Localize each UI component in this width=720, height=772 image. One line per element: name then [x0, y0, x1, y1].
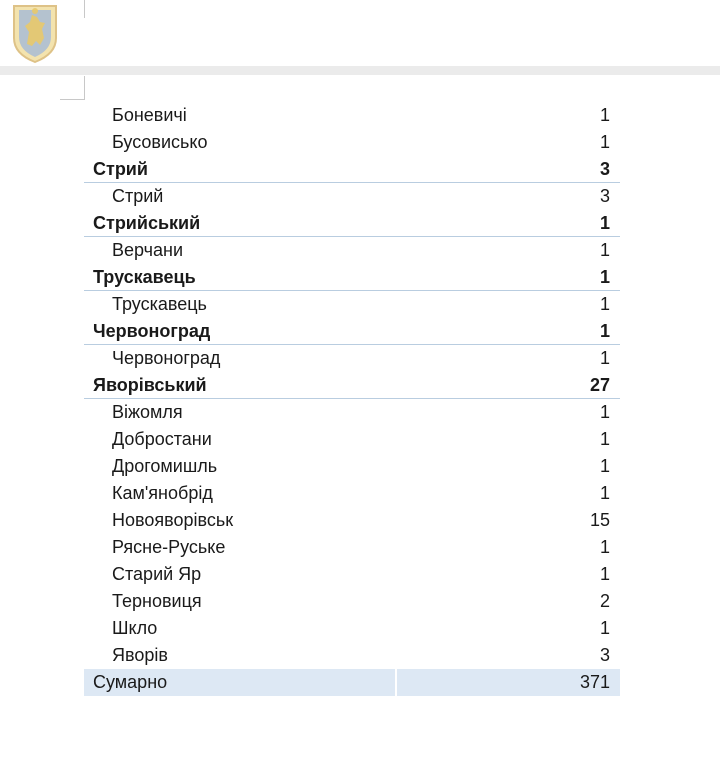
case-count: 1	[599, 564, 610, 584]
settlement-name: Добростани	[112, 429, 212, 449]
settlement-row: Червоноград 1	[84, 345, 620, 372]
settlement-row: Новояворівськ 15	[84, 507, 620, 534]
settlement-row: Шкло 1	[84, 615, 620, 642]
total-value: 371	[579, 672, 610, 692]
margin-corner-mark	[60, 99, 85, 100]
settlement-name: Рясне-Руське	[112, 537, 226, 557]
district-row: Червоноград 1	[84, 318, 620, 345]
district-row: Яворівський 27	[84, 372, 620, 399]
page-break-band	[0, 66, 720, 75]
settlement-row: Віжомля 1	[84, 399, 620, 426]
settlement-row: Верчани 1	[84, 237, 620, 264]
total-row: Сумарно 371	[84, 669, 620, 696]
district-row: Стрий 3	[84, 156, 620, 183]
case-count: 1	[599, 321, 610, 341]
settlement-name: Старий Яр	[112, 564, 202, 584]
case-count: 1	[599, 348, 610, 368]
settlement-name: Стрий	[112, 186, 164, 206]
settlement-row: Яворів 3	[84, 642, 620, 669]
case-count: 3	[599, 159, 610, 179]
settlement-row: Дрогомишль 1	[84, 453, 620, 480]
cell-divider	[395, 669, 397, 696]
case-count: 1	[599, 618, 610, 638]
settlement-name: Бусовисько	[112, 132, 208, 152]
settlement-name: Кам'янобрід	[112, 483, 213, 503]
settlement-row: Боневичі 1	[84, 102, 620, 129]
case-count: 1	[599, 537, 610, 557]
settlement-row: Кам'янобрід 1	[84, 480, 620, 507]
coat-of-arms-icon	[13, 5, 57, 64]
settlement-name: Шкло	[112, 618, 158, 638]
district-row: Трускавець 1	[84, 264, 620, 291]
settlement-row: Стрий 3	[84, 183, 620, 210]
settlement-name: Верчани	[112, 240, 184, 260]
settlement-row: Трускавець 1	[84, 291, 620, 318]
case-count: 1	[599, 213, 610, 233]
case-count: 1	[599, 456, 610, 476]
settlement-name: Яворів	[112, 645, 168, 665]
settlement-name: Боневичі	[112, 105, 187, 125]
district-name: Стрийський	[93, 213, 201, 233]
district-name: Трускавець	[93, 267, 196, 287]
margin-corner-mark	[84, 76, 85, 100]
document-header	[0, 0, 720, 66]
case-count: 27	[589, 375, 610, 395]
settlement-row: Рясне-Руське 1	[84, 534, 620, 561]
total-label: Сумарно	[93, 672, 168, 692]
case-count: 1	[599, 429, 610, 449]
case-count: 1	[599, 402, 610, 422]
case-count: 3	[599, 186, 610, 206]
district-name: Яворівський	[93, 375, 207, 395]
settlement-name: Червоноград	[112, 348, 221, 368]
case-count: 1	[599, 483, 610, 503]
settlement-row: Старий Яр 1	[84, 561, 620, 588]
district-name: Червоноград	[93, 321, 211, 341]
settlement-name: Новояворівськ	[112, 510, 234, 530]
case-count: 1	[599, 240, 610, 260]
case-count: 1	[599, 132, 610, 152]
district-row: Стрийський 1	[84, 210, 620, 237]
settlement-name: Терновиця	[112, 591, 202, 611]
case-count: 3	[599, 645, 610, 665]
settlement-row: Бусовисько 1	[84, 129, 620, 156]
settlement-row: Терновиця 2	[84, 588, 620, 615]
district-name: Стрий	[93, 159, 148, 179]
header-margin-mark	[84, 0, 85, 18]
settlement-name: Дрогомишль	[112, 456, 218, 476]
case-count: 2	[599, 591, 610, 611]
settlement-row: Добростани 1	[84, 426, 620, 453]
case-count: 15	[589, 510, 610, 530]
settlement-name: Трускавець	[112, 294, 207, 314]
case-count: 1	[599, 294, 610, 314]
cases-table: Боневичі 1 Бусовисько 1 Стрий 3 Стрий 3 Стрийськ…	[84, 102, 620, 696]
case-count: 1	[599, 267, 610, 287]
case-count: 1	[599, 105, 610, 125]
settlement-name: Віжомля	[112, 402, 183, 422]
